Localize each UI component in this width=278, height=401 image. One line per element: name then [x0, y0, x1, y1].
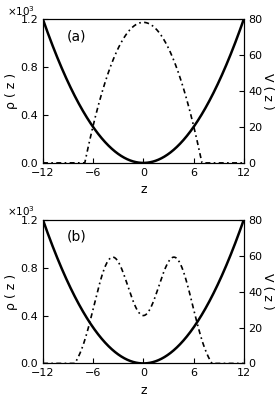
- Y-axis label: V ( z ): V ( z ): [261, 273, 274, 310]
- Text: (b): (b): [67, 230, 87, 244]
- X-axis label: z: z: [140, 183, 147, 196]
- Text: (a): (a): [67, 29, 86, 43]
- Text: $\times 10^3$: $\times 10^3$: [7, 205, 35, 219]
- X-axis label: z: z: [140, 384, 147, 397]
- Text: $\times 10^3$: $\times 10^3$: [7, 4, 35, 18]
- Y-axis label: V ( z ): V ( z ): [261, 73, 274, 109]
- Y-axis label: ρ ( z ): ρ ( z ): [4, 73, 18, 109]
- Y-axis label: ρ ( z ): ρ ( z ): [4, 273, 18, 310]
